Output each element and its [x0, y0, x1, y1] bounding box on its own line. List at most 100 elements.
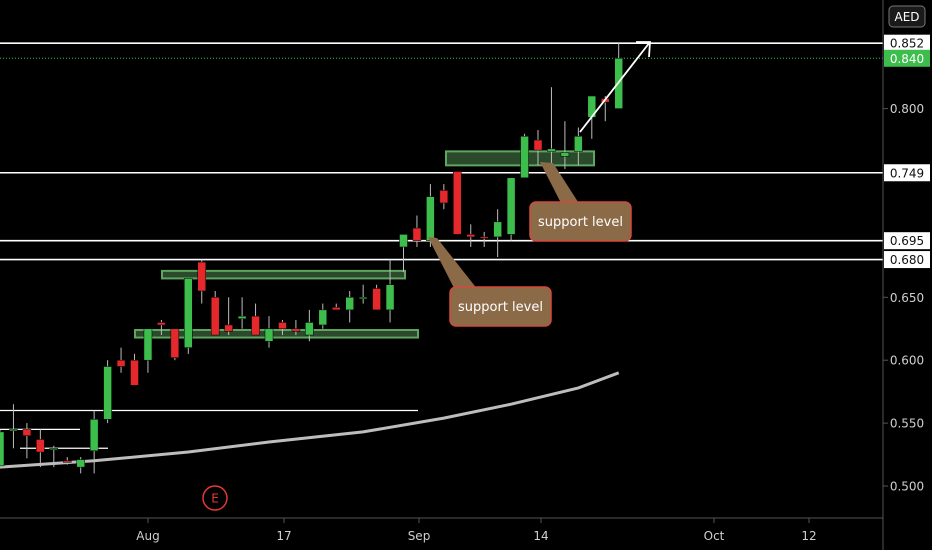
candle-body	[479, 236, 489, 239]
currency-badge[interactable]: AED	[888, 5, 926, 28]
candle-aug-10	[130, 353, 139, 386]
candle-body	[0, 431, 5, 467]
support-level-note-1[interactable]: support level	[529, 201, 632, 242]
candle-body	[224, 324, 233, 332]
candle-body	[278, 322, 287, 329]
candle-body	[291, 328, 301, 332]
time-tick-label: Aug	[136, 529, 159, 543]
candle-body	[520, 136, 529, 179]
candle-body	[170, 328, 180, 358]
candle-sep-10	[439, 184, 449, 210]
candle-aug-28	[318, 303, 328, 329]
candle-body	[237, 315, 247, 319]
candle-body	[251, 315, 260, 336]
last-price-label: 0.840	[890, 52, 924, 66]
candle-body	[358, 297, 368, 300]
candle-sep-04	[385, 259, 395, 323]
candle-body	[493, 221, 502, 238]
candle-body	[89, 419, 99, 452]
candle-body	[453, 171, 462, 235]
candle-aug-07	[116, 347, 126, 373]
candle-sep-01	[345, 291, 354, 323]
candle-body	[157, 322, 166, 326]
candle-aug-18	[210, 291, 220, 336]
time-tick-label: Sep	[408, 529, 431, 543]
candle-jul-27	[0, 429, 5, 468]
time-tick-label: Oct	[704, 529, 725, 543]
candle-aug-11	[143, 328, 153, 373]
candle-sep-03	[372, 284, 381, 311]
time-axis[interactable]: Aug 17 Sep 14 Oct 12	[136, 518, 817, 543]
candlesticks	[0, 43, 623, 474]
candle-sep-24	[574, 127, 583, 166]
support-level-note-2[interactable]: support level	[449, 286, 552, 327]
candle-sep-21	[533, 129, 543, 166]
time-tick-label: 14	[533, 529, 548, 543]
time-tick-label: 17	[276, 529, 291, 543]
candle-body	[426, 196, 435, 241]
candle-aug-31	[332, 303, 341, 311]
moving-average-line	[0, 371, 620, 469]
candle-sep-08	[412, 215, 422, 247]
candle-sep-07	[399, 234, 408, 273]
level-label-0.852: 0.852	[890, 37, 924, 51]
candle-body	[103, 366, 112, 420]
candle-aug-17	[197, 259, 206, 304]
candle-body	[63, 460, 72, 463]
candle-body	[332, 307, 341, 311]
support-zones	[134, 150, 595, 339]
candle-aug-14	[184, 278, 193, 354]
candle-aug-06	[103, 360, 112, 424]
candle-aug-03	[63, 457, 72, 465]
candle-aug-24	[264, 316, 274, 348]
candle-sep-23	[560, 121, 570, 169]
candle-aug-19	[224, 297, 233, 336]
candle-aug-20	[237, 297, 247, 329]
candle-jul-30	[36, 429, 45, 468]
earnings-marker-label: E	[211, 492, 219, 506]
candle-body	[264, 328, 274, 342]
candle-aug-26	[291, 319, 301, 336]
candle-jul-28	[9, 404, 18, 449]
candle-body	[22, 429, 32, 436]
candle-body	[506, 177, 516, 235]
candle-body	[130, 359, 139, 386]
price-tick-label: 0.650	[890, 291, 924, 305]
candle-body	[345, 297, 354, 311]
currency-label: AED	[894, 10, 919, 24]
time-tick-label: 12	[801, 529, 816, 543]
level-badge-0.695	[884, 232, 930, 250]
candle-jul-31	[49, 445, 59, 468]
support-zone-2	[161, 269, 406, 280]
candle-aug-25	[278, 319, 287, 336]
candle-sep-14	[466, 224, 475, 247]
price-axis[interactable]: 0.500 0.550 0.600 0.650 0.800	[883, 102, 924, 494]
candle-sep-02	[358, 284, 368, 304]
candle-aug-21	[251, 303, 260, 336]
candle-body	[547, 148, 556, 152]
candle-body	[399, 234, 408, 248]
candle-body	[439, 190, 449, 204]
candle-body	[210, 297, 220, 336]
level-badge-0.852	[884, 34, 930, 52]
price-tick-label: 0.600	[890, 354, 924, 368]
candle-sep-15	[479, 231, 489, 247]
candle-body	[143, 328, 153, 361]
candle-aug-04	[76, 457, 85, 474]
level-label-0.680: 0.680	[890, 253, 924, 267]
earnings-marker[interactable]: E	[202, 485, 228, 511]
candle-aug-05	[89, 410, 99, 474]
candle-sep-22	[547, 87, 556, 169]
last-price-badge: 0.840	[884, 49, 930, 67]
level-label-0.695: 0.695	[890, 234, 924, 248]
candle-body	[49, 448, 59, 451]
note-pointer-1	[540, 162, 580, 205]
candle-body	[76, 459, 85, 468]
candle-body	[116, 359, 126, 367]
candle-aug-12	[157, 319, 166, 336]
note-pointer-2	[428, 237, 478, 290]
level-badge-0.680	[884, 251, 930, 269]
level-label-0.749: 0.749	[890, 166, 924, 180]
support-zone-1	[134, 329, 419, 339]
